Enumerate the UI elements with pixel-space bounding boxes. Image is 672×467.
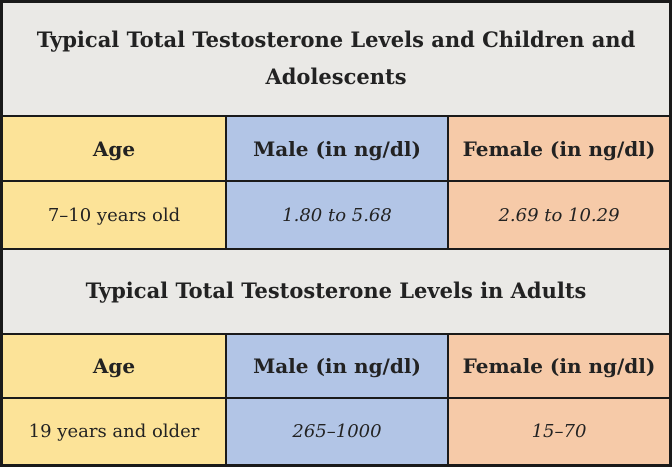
cell-male-range-adults: 265–1000 [225,399,447,464]
column-header-age: Age [3,117,225,180]
column-header-age-adults: Age [3,335,225,397]
column-header-male: Male (in ng/dl) [225,117,447,180]
header-row-children: Age Male (in ng/dl) Female (in ng/dl) [3,117,669,182]
column-header-male-adults: Male (in ng/dl) [225,335,447,397]
column-header-female: Female (in ng/dl) [447,117,669,180]
header-row-adults: Age Male (in ng/dl) Female (in ng/dl) [3,335,669,399]
cell-male-range-children: 1.80 to 5.68 [225,182,447,248]
data-row-adults: 19 years and older 265–1000 15–70 [3,399,669,464]
column-header-female-adults: Female (in ng/dl) [447,335,669,397]
cell-female-range-children: 2.69 to 10.29 [447,182,669,248]
cell-female-range-adults: 15–70 [447,399,669,464]
table-title-children-adolescents: Typical Total Testosterone Levels and Ch… [3,3,669,117]
cell-age-children: 7–10 years old [3,182,225,248]
cell-age-adults: 19 years and older [3,399,225,464]
table-title-adults: Typical Total Testosterone Levels in Adu… [3,250,669,335]
data-row-children: 7–10 years old 1.80 to 5.68 2.69 to 10.2… [3,182,669,250]
